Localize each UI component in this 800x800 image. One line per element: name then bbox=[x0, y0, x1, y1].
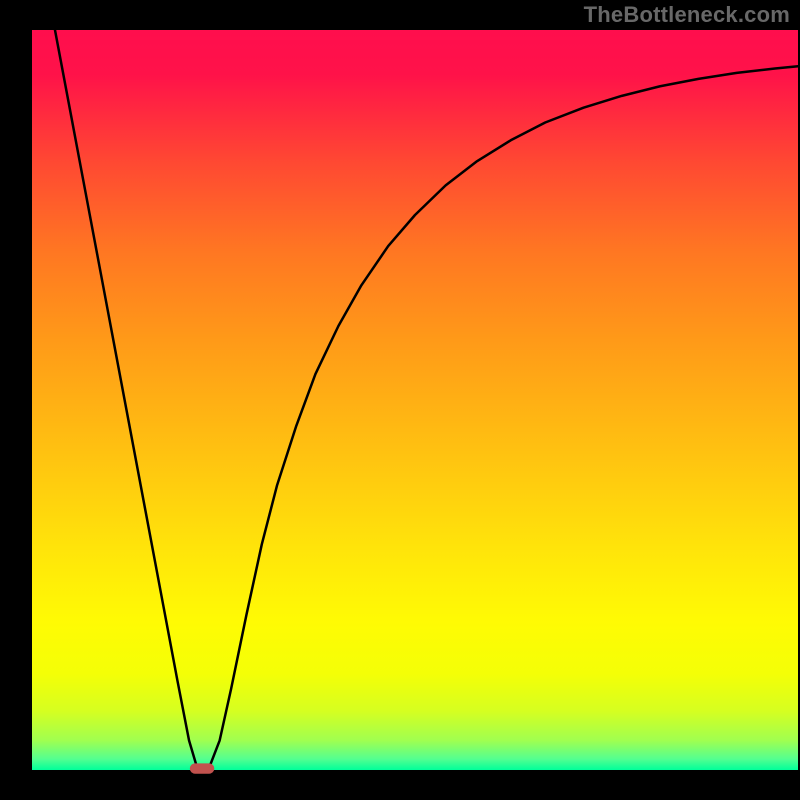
chart-background bbox=[32, 30, 798, 770]
bottleneck-chart bbox=[0, 0, 800, 800]
outer-frame: TheBottleneck.com bbox=[0, 0, 800, 800]
watermark-text: TheBottleneck.com bbox=[584, 2, 790, 28]
minimum-marker bbox=[190, 763, 215, 773]
